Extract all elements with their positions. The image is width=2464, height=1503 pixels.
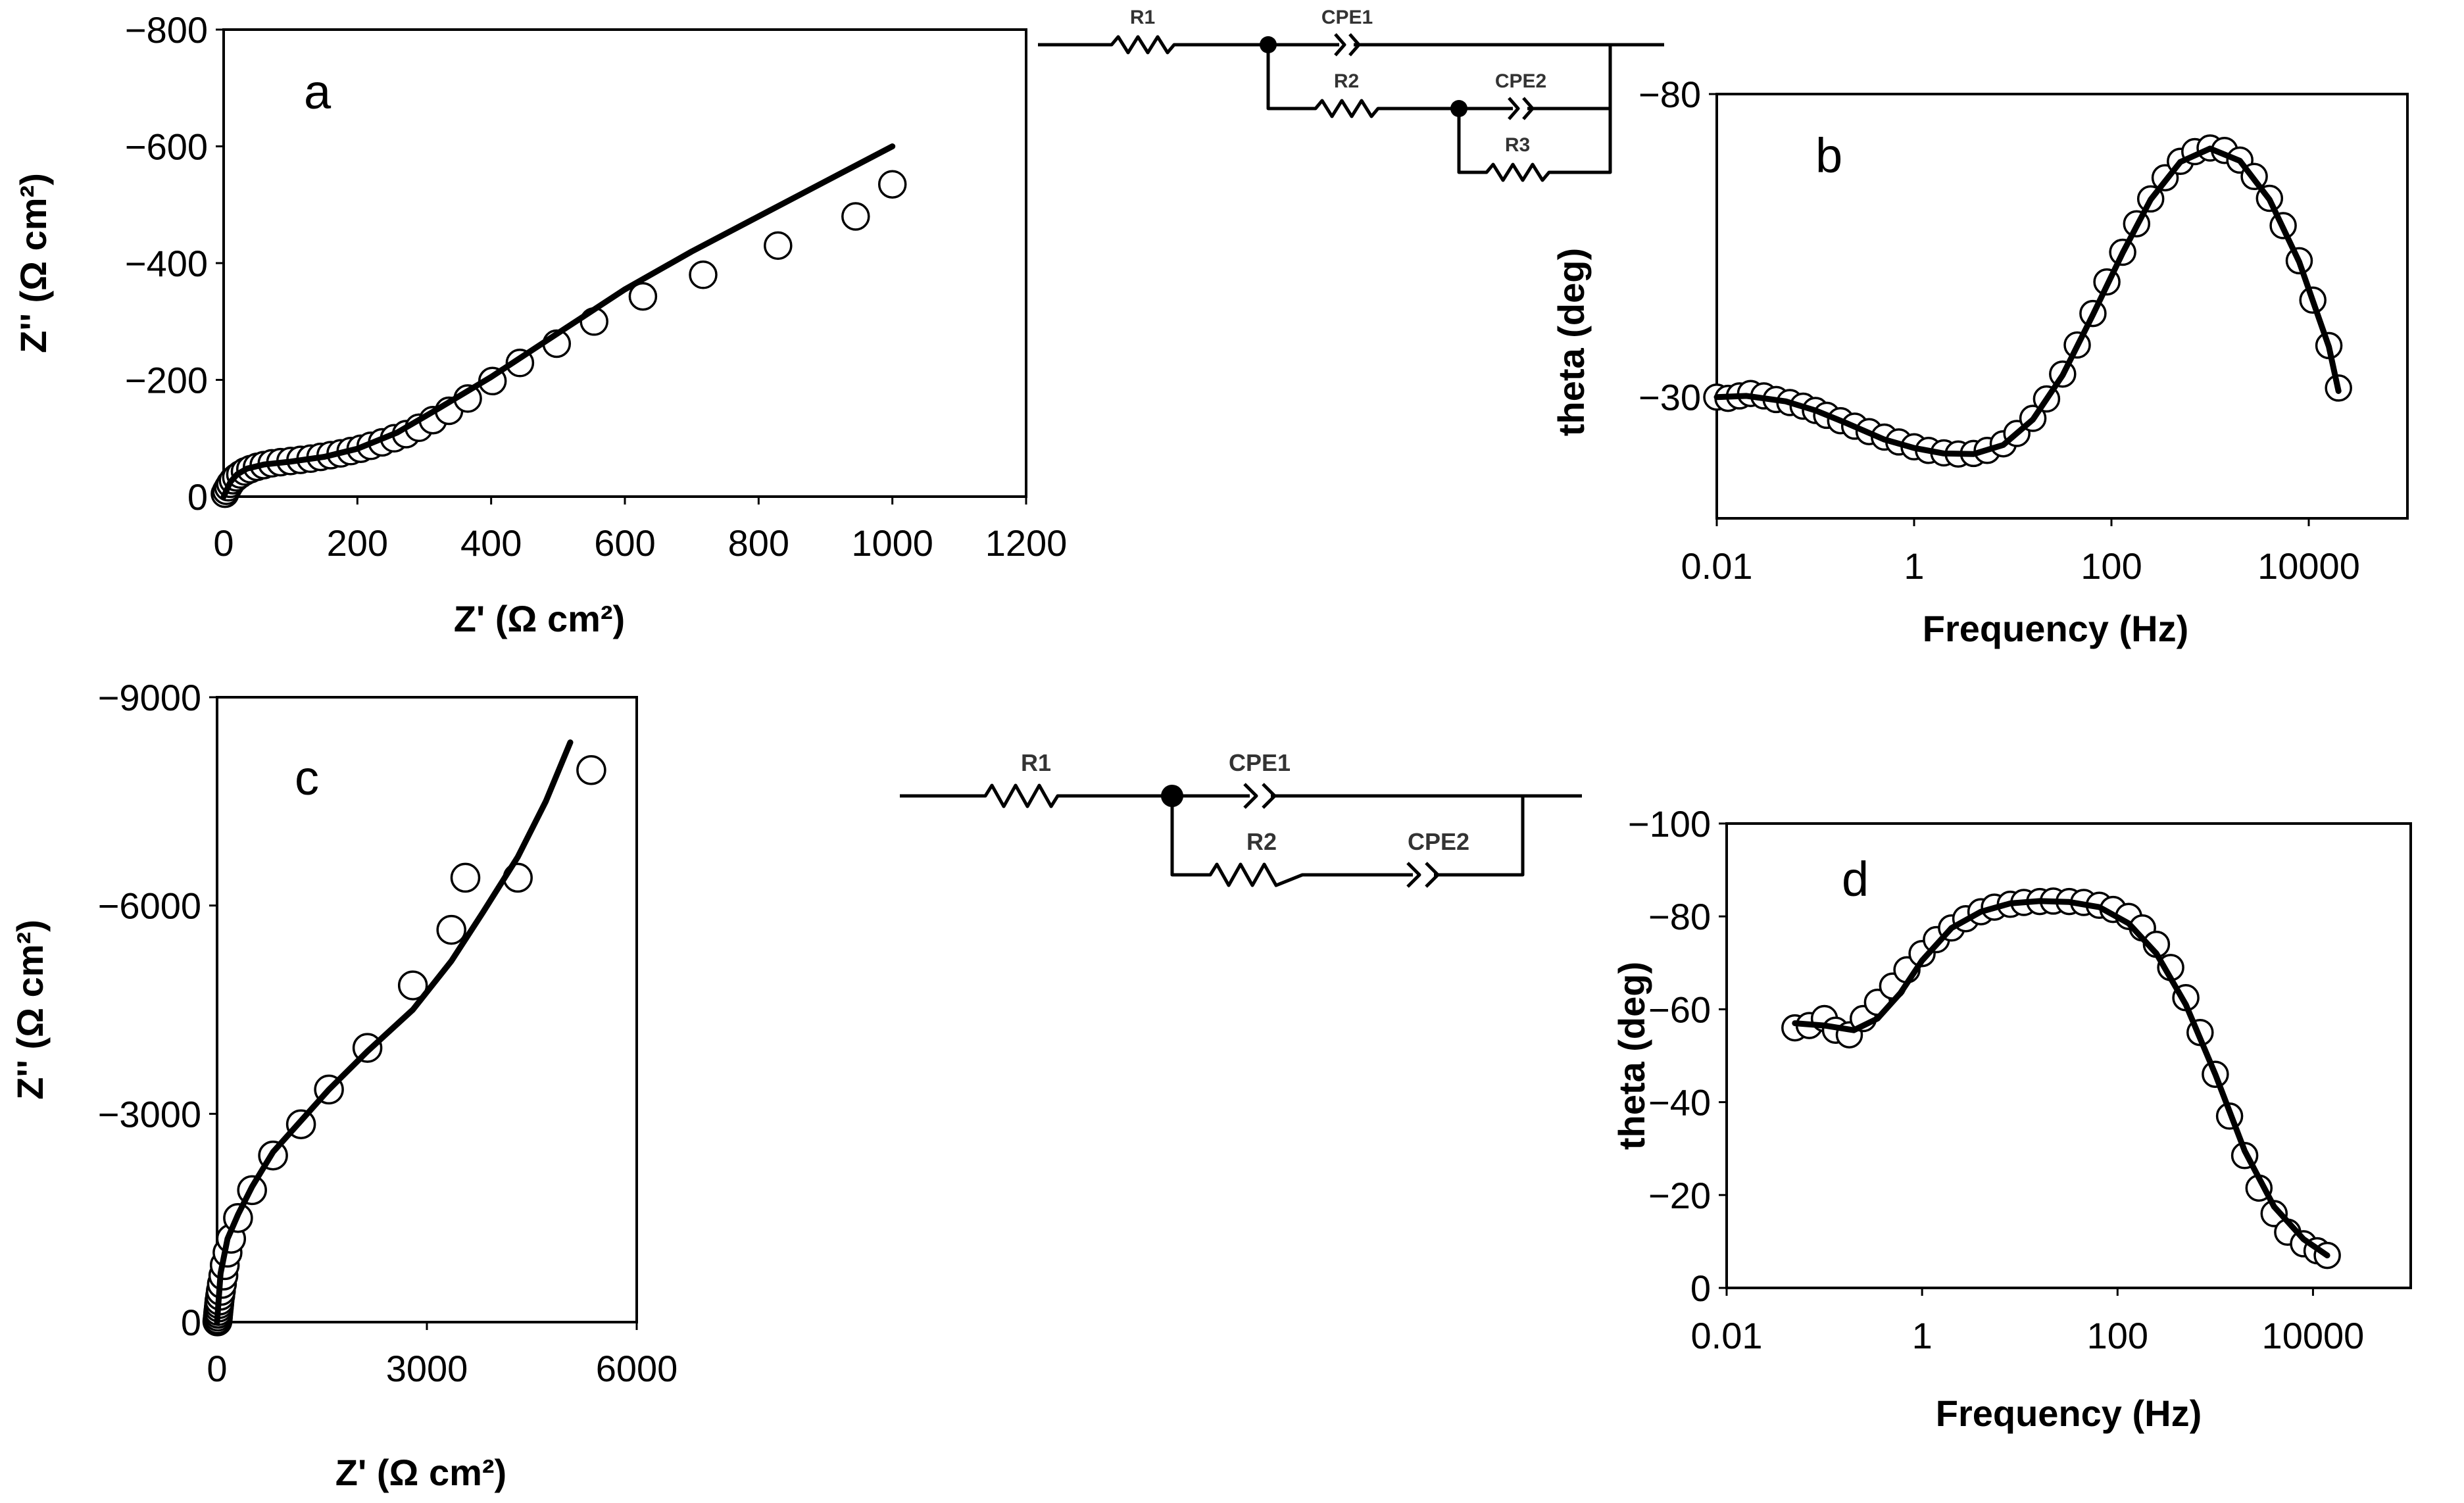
y-tick-label: −600	[125, 126, 208, 168]
y-tick-label: −20	[1648, 1175, 1711, 1216]
data-point	[436, 914, 466, 945]
circuit-label-cpe1: CPE1	[1229, 749, 1291, 776]
y-axis-label-a: Z'' (Ω cm²)	[12, 173, 54, 353]
plot-area-a	[222, 28, 1027, 498]
plot-area-b	[1715, 93, 2409, 520]
x-tick-label: 10000	[2262, 1315, 2365, 1356]
cpe1-top-symbol	[1334, 33, 1361, 57]
y-tick-label: −3000	[98, 1093, 201, 1135]
x-tick-label: 1	[1904, 545, 1924, 587]
y-tick-label: −800	[125, 9, 208, 51]
cpe2-top-symbol	[1508, 97, 1535, 120]
equivalent-circuit-top: R1 CPE1 R2 CPE2 R3	[1038, 7, 1664, 182]
y-tick-label: −6000	[98, 885, 201, 927]
y-tick-label: −80	[1639, 74, 1701, 115]
x-axis-label-a: Z' (Ω cm²)	[454, 598, 625, 639]
y-tick-label: 0	[181, 1302, 201, 1343]
y-axis-label-d: theta (deg)	[1611, 962, 1652, 1150]
equivalent-circuit-bottom: R1 CPE1 R2 CPE2	[900, 749, 1582, 888]
x-tick-label: 0	[207, 1348, 227, 1389]
y-tick-label: −400	[125, 243, 208, 284]
x-tick-label: 1	[1912, 1315, 1933, 1356]
x-tick-label: 1200	[985, 522, 1068, 564]
plot-area-d	[1725, 822, 2412, 1289]
y-tick-label: −40	[1648, 1082, 1711, 1123]
y-tick-label: −30	[1639, 377, 1701, 418]
fit-line	[214, 739, 574, 1325]
fit-line	[1792, 898, 2330, 1259]
circuit-label-r1: R1	[1021, 749, 1051, 776]
circuit-bottom-wires	[900, 783, 1582, 887]
x-tick-label: 0.01	[1691, 1315, 1763, 1356]
x-tick-label: 200	[327, 522, 388, 564]
fit-line	[1713, 145, 2342, 457]
y-tick-label: −200	[125, 360, 208, 401]
y-tick-label: 0	[187, 476, 208, 518]
chart-d: 0.01 1 100 10000 0 −20 −40 −60 −80 −100 d Frequen…	[1611, 803, 2412, 1434]
node-dot	[1161, 785, 1183, 807]
x-axis-label-b: Frequency (Hz)	[1923, 608, 2189, 649]
y-tick-label: −100	[1628, 803, 1711, 845]
circuit-label-cpe2: CPE2	[1495, 70, 1546, 92]
y-tick-label: 0	[1690, 1268, 1711, 1309]
y-tick-label: −60	[1648, 989, 1711, 1030]
circuit-top-wires	[1038, 35, 1664, 182]
fit-line	[220, 143, 896, 500]
circuit-label-cpe1: CPE1	[1321, 7, 1373, 28]
node-dot	[1450, 100, 1467, 117]
circuit-label-cpe2: CPE2	[1408, 828, 1469, 855]
cpe2-bottom-symbol	[1406, 862, 1440, 888]
chart-b: 0.01 1 100 10000 −30 −80 b Frequency (Hz) the…	[1550, 74, 2409, 649]
panel-label-d: d	[1842, 852, 1869, 906]
panel-label-a: a	[304, 64, 332, 119]
data-point	[764, 231, 793, 260]
circuit-label-r1: R1	[1130, 7, 1155, 28]
x-tick-label: 0	[213, 522, 234, 564]
x-tick-label: 800	[728, 522, 789, 564]
chart-c: 0 3000 6000 0 −3000 −6000 −9000 c Z' (Ω cm²) Z…	[9, 677, 678, 1493]
data-point	[450, 862, 481, 893]
data-point	[689, 260, 718, 289]
y-tick-label: −80	[1648, 896, 1711, 937]
x-tick-label: 1000	[851, 522, 933, 564]
circuit-label-r2: R2	[1334, 70, 1359, 92]
x-tick-label: 0.01	[1681, 545, 1753, 587]
data-point	[576, 755, 606, 785]
data-point	[628, 282, 658, 311]
cpe1-bottom-symbol	[1243, 783, 1277, 809]
x-tick-label: 3000	[386, 1348, 468, 1389]
plot-area-c	[216, 696, 638, 1323]
chart-a: 0 200 400 600 800 1000 1200 0 −200 −400 −600 −800 a…	[12, 9, 1067, 639]
x-tick-label: 100	[2087, 1315, 2148, 1356]
x-axis-label-d: Frequency (Hz)	[1936, 1392, 2202, 1434]
panel-label-c: c	[295, 751, 319, 805]
x-tick-label: 100	[2081, 545, 2142, 587]
x-tick-label: 6000	[596, 1348, 678, 1389]
circuit-label-r2: R2	[1246, 828, 1277, 855]
x-tick-label: 400	[460, 522, 522, 564]
data-point	[877, 170, 907, 199]
data-point	[397, 970, 428, 1000]
node-dot	[1260, 36, 1277, 53]
panel-label-b: b	[1815, 128, 1842, 183]
x-axis-label-c: Z' (Ω cm²)	[335, 1452, 506, 1493]
y-axis-label-c: Z'' (Ω cm²)	[9, 920, 51, 1100]
x-tick-label: 10000	[2257, 545, 2360, 587]
circuit-label-r3: R3	[1505, 134, 1530, 156]
y-tick-label: −9000	[98, 677, 201, 718]
y-axis-label-b: theta (deg)	[1550, 248, 1592, 436]
x-tick-label: 600	[594, 522, 655, 564]
data-point	[841, 202, 870, 231]
